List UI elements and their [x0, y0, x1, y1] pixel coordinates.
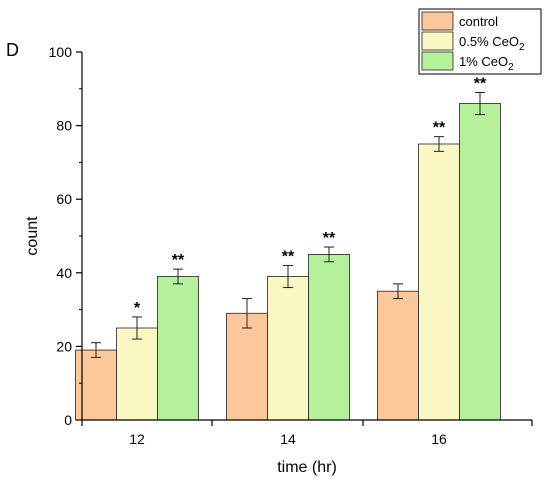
x-tick-label: 14 — [280, 431, 296, 447]
significance-label: ** — [433, 120, 446, 137]
x-tick-label: 16 — [431, 431, 447, 447]
bar — [157, 276, 199, 421]
bar — [308, 253, 350, 421]
legend-label-subscript: 2 — [519, 42, 525, 53]
significance-label: ** — [474, 75, 487, 92]
ticks-layer: 0 20 40 60 80 100 12 14 16 — [49, 44, 533, 447]
legend-label: 0.5% CeO2 — [459, 34, 525, 53]
y-axis-title: count — [24, 216, 41, 256]
y-tick-label: 60 — [56, 191, 72, 207]
bars-layer: *********** — [75, 75, 501, 421]
significance-label: ** — [323, 230, 336, 247]
y-tick-label: 80 — [56, 118, 72, 134]
legend-label-subscript: 2 — [508, 62, 514, 73]
y-tick-label: 20 — [56, 338, 72, 354]
legend-swatch — [421, 51, 454, 71]
x-tick-label: 12 — [129, 431, 145, 447]
legend-label: 1% CeO2 — [459, 54, 514, 73]
panel-label: D — [6, 40, 19, 60]
significance-label: ** — [282, 248, 295, 265]
y-tick-label: 100 — [49, 44, 73, 60]
legend-label: control — [459, 14, 498, 29]
bar — [116, 327, 158, 421]
legend-swatch — [421, 31, 454, 51]
y-tick-label: 40 — [56, 265, 72, 281]
bar — [377, 290, 419, 421]
bar — [267, 276, 309, 421]
bar — [226, 312, 268, 421]
significance-label: ** — [172, 252, 185, 269]
y-tick-label: 0 — [64, 412, 72, 428]
legend-swatch — [421, 11, 454, 31]
significance-label: * — [134, 300, 141, 317]
bar — [459, 103, 501, 421]
bar — [418, 143, 460, 421]
x-axis-title: time (hr) — [277, 459, 337, 476]
